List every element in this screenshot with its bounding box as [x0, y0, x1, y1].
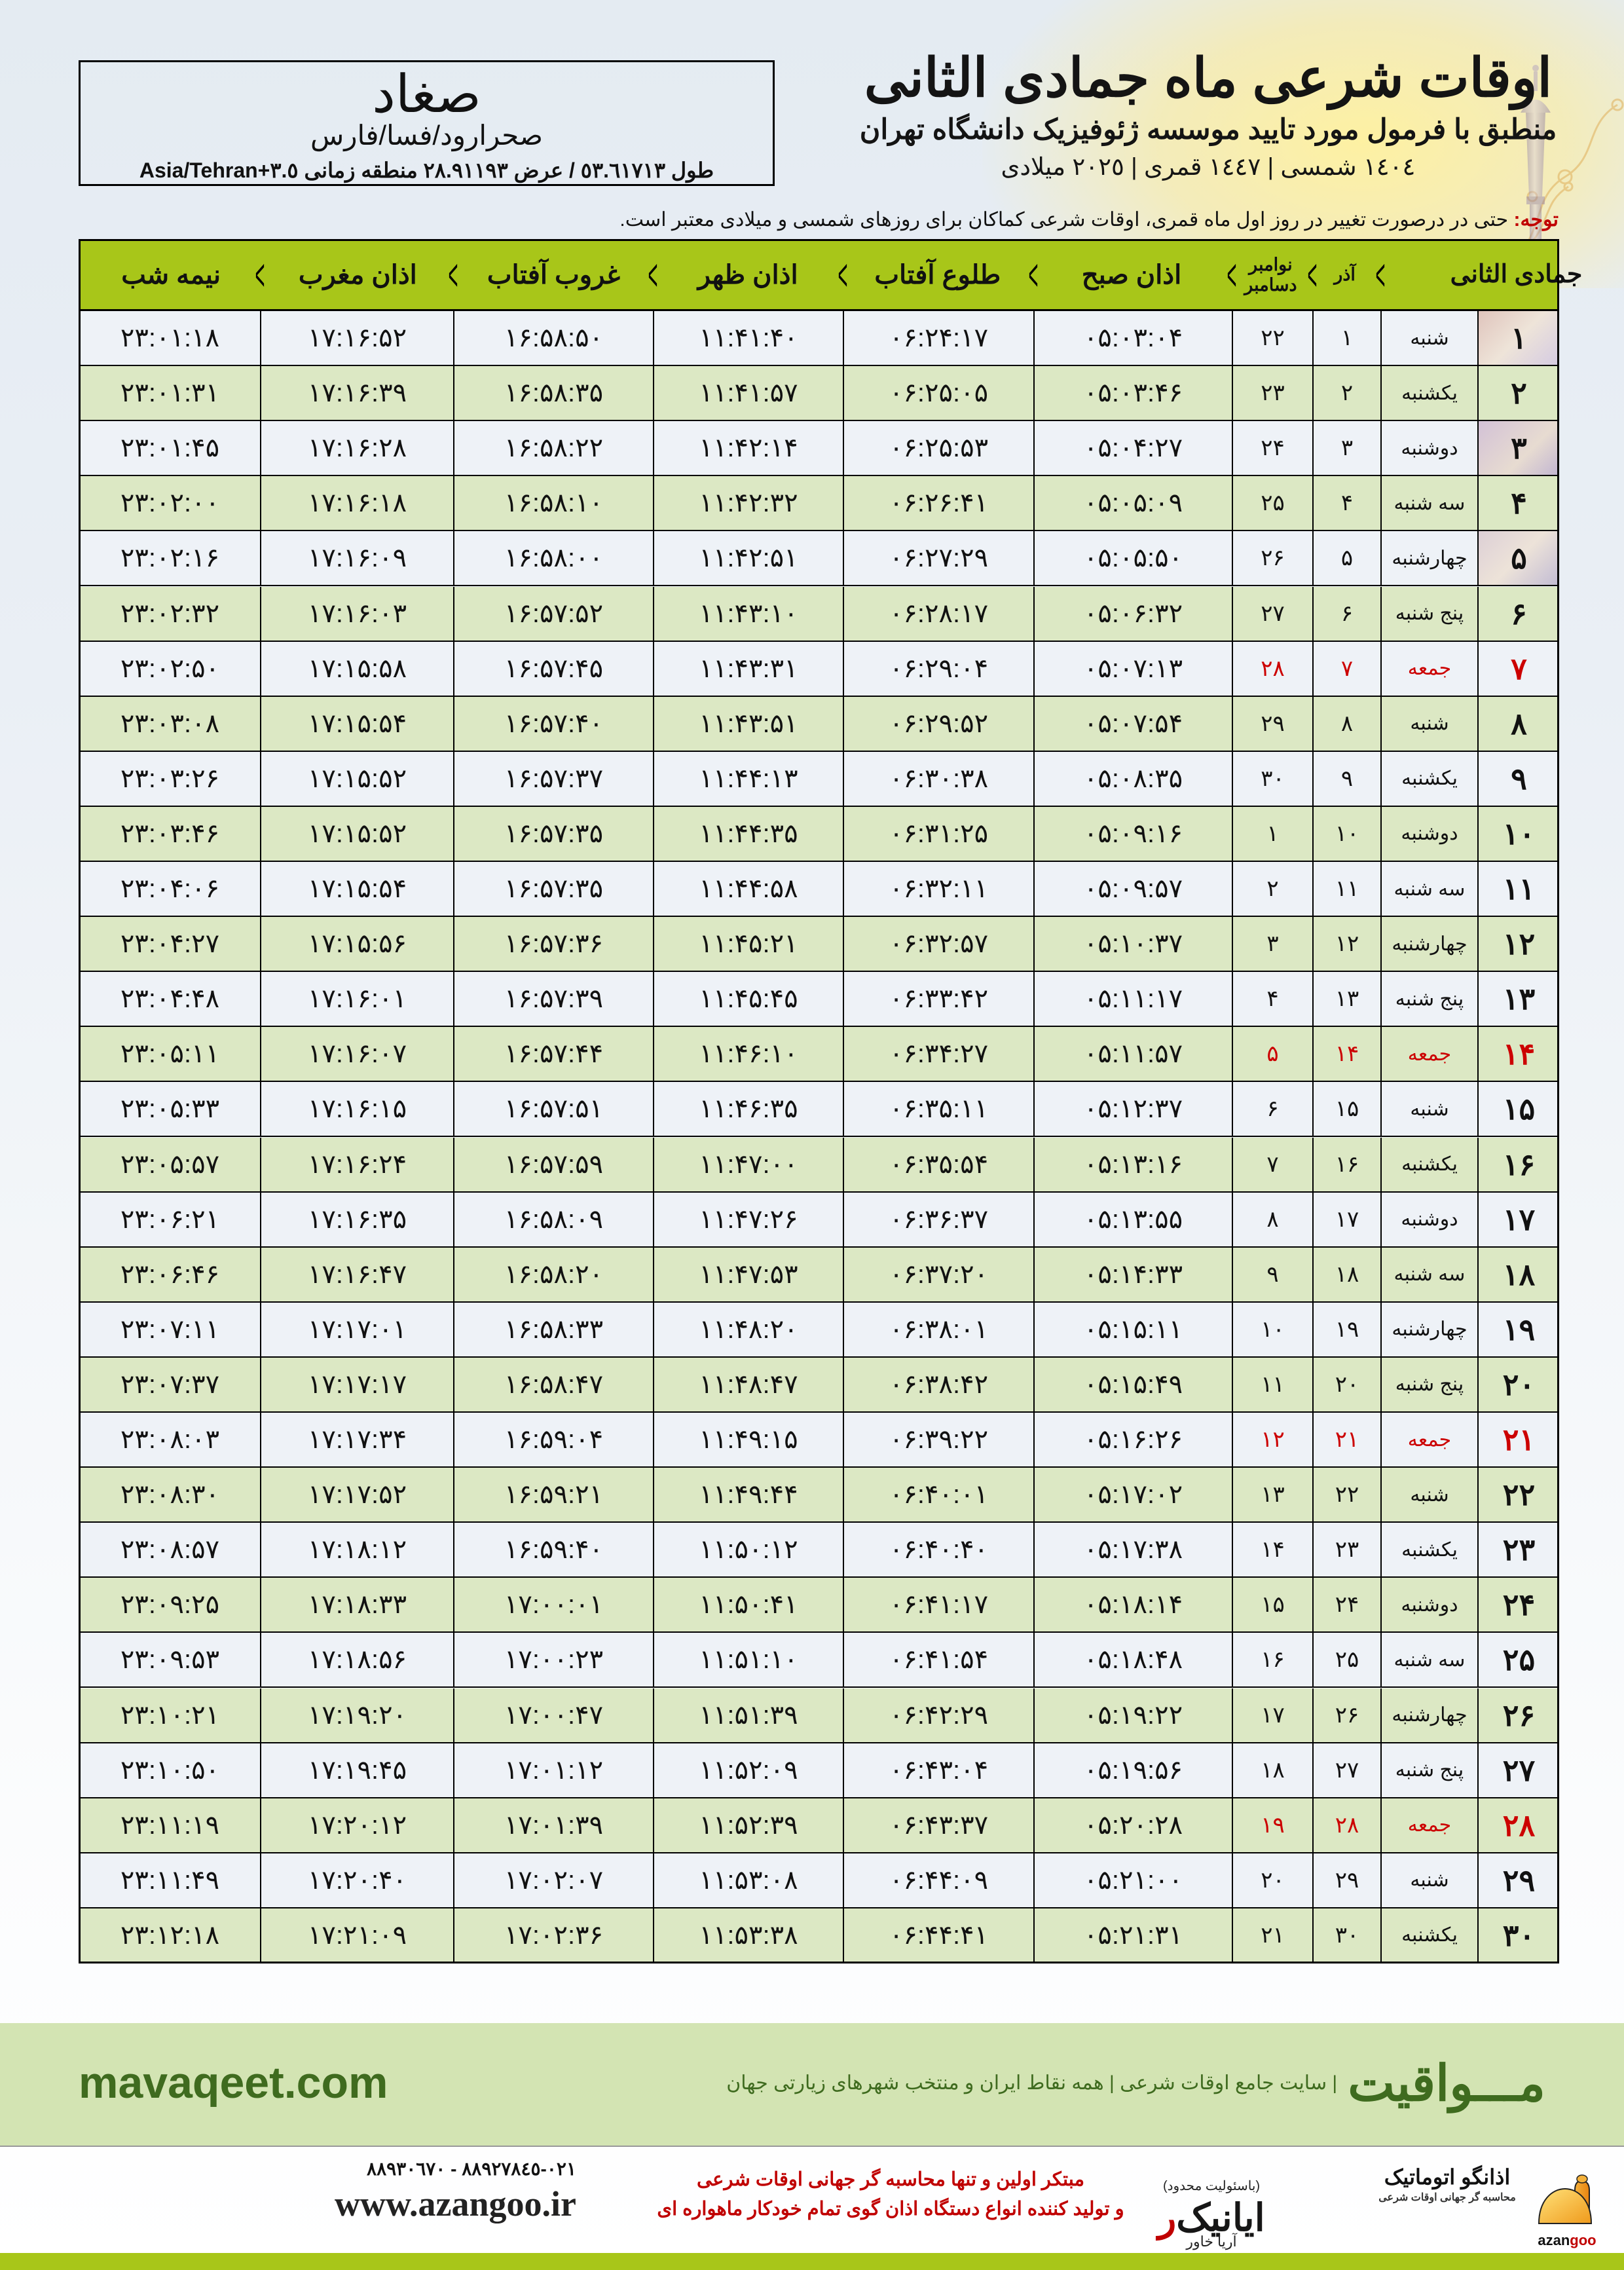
svg-text:azangoo: azangoo [1538, 2232, 1596, 2248]
